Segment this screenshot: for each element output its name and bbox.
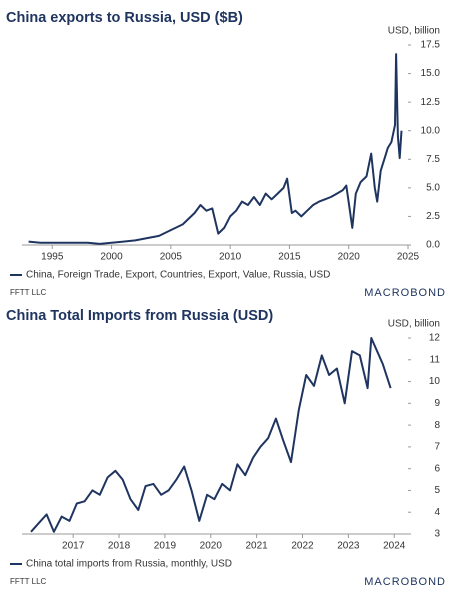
x-tick-label: 2017 (62, 541, 85, 552)
x-tick-label: 2010 (219, 252, 242, 263)
x-tick-label: 2018 (108, 541, 131, 552)
y-tick-label: 5 (434, 485, 440, 496)
data-line (30, 337, 392, 533)
x-tick-label: 2020 (200, 541, 223, 552)
x-tick-label: 2023 (337, 541, 360, 552)
data-line (28, 53, 403, 245)
brand-logo: MACROBOND (364, 287, 446, 299)
x-tick-label: 2019 (154, 541, 177, 552)
y-tick-label: 10 (429, 376, 441, 387)
x-tick-label: 2022 (291, 541, 314, 552)
y-tick-label: 9 (434, 398, 440, 409)
x-tick-label: 2020 (338, 252, 361, 263)
y-tick-label: 7.5 (426, 154, 440, 165)
chart-title: China Total Imports from Russia (USD) (6, 308, 273, 324)
x-tick-label: 2000 (100, 252, 123, 263)
y-tick-label: 5.0 (426, 182, 440, 193)
x-tick-label: 2024 (383, 541, 406, 552)
y-tick-label: 12.5 (421, 97, 441, 108)
y-tick-label: 3 (434, 529, 440, 540)
y-tick-label: 17.5 (421, 40, 441, 51)
y-tick-label: 7 (434, 442, 440, 453)
y-tick-label: 0.0 (426, 240, 440, 251)
chart-title: China exports to Russia, USD ($B) (6, 10, 243, 26)
x-tick-label: 1995 (41, 252, 64, 263)
y-tick-label: 6 (434, 463, 440, 474)
y-tick-label: 2.5 (426, 211, 440, 222)
y-tick-label: 4 (434, 507, 440, 518)
x-tick-label: 2015 (278, 252, 301, 263)
y-tick-label: 12 (429, 333, 441, 344)
x-tick-label: 2025 (397, 252, 420, 263)
y-tick-label: 15.0 (421, 68, 441, 79)
legend-label: China total imports from Russia, monthly… (26, 559, 232, 570)
x-tick-label: 2005 (160, 252, 183, 263)
brand-logo: MACROBOND (364, 576, 446, 588)
source-note: FFTT LLC (10, 577, 47, 586)
y-tick-label: 11 (430, 354, 441, 365)
y-axis-label: USD, billion (388, 319, 440, 330)
y-tick-label: 8 (434, 420, 440, 431)
y-axis-label: USD, billion (388, 26, 440, 37)
x-tick-label: 2021 (246, 541, 269, 552)
y-tick-label: 10.0 (421, 125, 441, 136)
source-note: FFTT LLC (10, 288, 47, 297)
legend-label: China, Foreign Trade, Export, Countries,… (26, 270, 330, 281)
